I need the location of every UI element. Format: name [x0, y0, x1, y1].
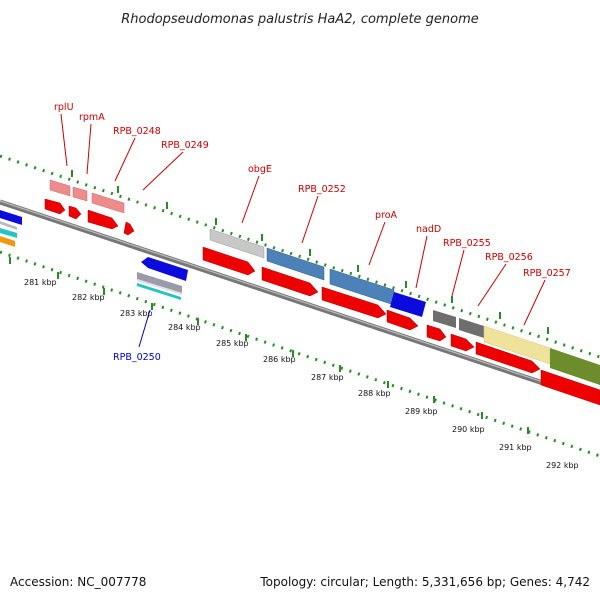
accession-text: Accession: NC_007778: [10, 575, 146, 589]
cds-arrow[interactable]: [68, 205, 82, 220]
tick-label: 290 kbp: [452, 425, 485, 434]
leader-line: [415, 235, 428, 289]
cds-arrow[interactable]: [386, 309, 419, 331]
gene-rpmA[interactable]: [72, 186, 88, 202]
tick-label: 282 kbp: [72, 293, 105, 302]
gene-nadD[interactable]: [390, 292, 426, 317]
cds-arrow[interactable]: [123, 221, 135, 236]
label-leader-lines: [60, 113, 546, 348]
gene-label[interactable]: RPB_0249: [161, 140, 209, 151]
gene-rplU[interactable]: [49, 179, 71, 197]
gene-label[interactable]: obgE: [248, 164, 272, 175]
leader-line: [241, 175, 260, 224]
gene-label[interactable]: RPB_0248: [113, 126, 161, 137]
gene-label[interactable]: nadD: [416, 224, 441, 235]
leader-line: [86, 123, 92, 175]
tick-label: 287 kbp: [311, 373, 344, 382]
tick-label: 285 kbp: [216, 339, 249, 348]
gene-RPB-0252[interactable]: [266, 247, 325, 281]
leader-line: [368, 221, 386, 266]
tick-label: 281 kbp: [24, 278, 57, 287]
feature-cyan-band[interactable]: [137, 283, 181, 300]
ruler-tick-labels: 281 kbp 282 kbp 283 kbp 284 kbp 285 kbp …: [24, 278, 579, 470]
cds-arrow[interactable]: [426, 324, 447, 342]
gene-RPB-0256[interactable]: [459, 318, 484, 338]
tick-label: 291 kbp: [499, 443, 532, 452]
leader-line: [477, 263, 507, 307]
feature-light-band[interactable]: [137, 279, 182, 295]
gene-label[interactable]: rplU: [54, 102, 74, 113]
tick-label: 284 kbp: [168, 323, 201, 332]
tick-label: 292 kbp: [546, 461, 579, 470]
gene-RPB-0255[interactable]: [433, 310, 456, 328]
gene-label[interactable]: RPB_0252: [298, 184, 346, 195]
left-edge-features: [0, 210, 22, 247]
leader-line: [114, 137, 136, 182]
cds-arrow[interactable]: [202, 246, 256, 276]
tick-label: 288 kbp: [358, 389, 391, 398]
leader-line: [60, 113, 68, 167]
tick-label: 286 kbp: [263, 355, 296, 364]
inner-dotted-ruler: [0, 250, 600, 458]
gene-label[interactable]: RPB_0257: [523, 268, 571, 279]
genome-summary-text: Topology: circular; Length: 5,331,656 bp…: [259, 575, 590, 589]
gene-labels: rplU rpmA RPB_0248 RPB_0249 obgE RPB_025…: [54, 102, 571, 363]
feature-gray-band[interactable]: [137, 272, 182, 293]
genome-backbone-highlight: [0, 200, 600, 402]
gene-RPB-0248[interactable]: [91, 192, 125, 214]
feature-orange[interactable]: [0, 236, 15, 247]
gene-olive-feature[interactable]: [550, 348, 600, 385]
genome-backbone: [0, 199, 600, 405]
cds-arrow[interactable]: [261, 266, 319, 297]
upper-feature-row: [49, 179, 600, 385]
gene-label[interactable]: RPB_0250: [113, 352, 161, 363]
outer-dotted-ruler: [0, 154, 600, 359]
tick-label: 289 kbp: [405, 407, 438, 416]
leader-line: [138, 309, 151, 348]
cds-arrow[interactable]: [321, 286, 387, 319]
cds-arrow[interactable]: [475, 341, 541, 374]
ruler-major-ticks: [9, 170, 549, 434]
leader-line: [523, 279, 546, 326]
feature-light-gray[interactable]: [0, 221, 17, 230]
cds-arrow[interactable]: [450, 333, 475, 352]
gene-label[interactable]: RPB_0256: [485, 252, 533, 263]
reverse-strand-features: [137, 257, 188, 300]
feature-blue[interactable]: [0, 210, 22, 225]
cds-arrow[interactable]: [44, 198, 66, 215]
gene-obgE[interactable]: [209, 228, 265, 259]
gene-label[interactable]: proA: [375, 210, 398, 221]
leader-line: [301, 195, 319, 244]
gene-label[interactable]: RPB_0255: [443, 238, 491, 249]
cds-row: [44, 198, 600, 406]
gene-RPB-0250[interactable]: [141, 257, 188, 281]
cds-arrow[interactable]: [87, 209, 119, 230]
leader-line: [451, 249, 465, 297]
tick-label: 283 kbp: [120, 309, 153, 318]
gene-label[interactable]: rpmA: [79, 112, 105, 123]
cds-arrow[interactable]: [540, 369, 600, 406]
leader-line: [142, 151, 184, 191]
feature-cyan[interactable]: [0, 228, 17, 238]
map-title: Rhodopseudomonas palustris HaA2, complet…: [121, 12, 479, 27]
